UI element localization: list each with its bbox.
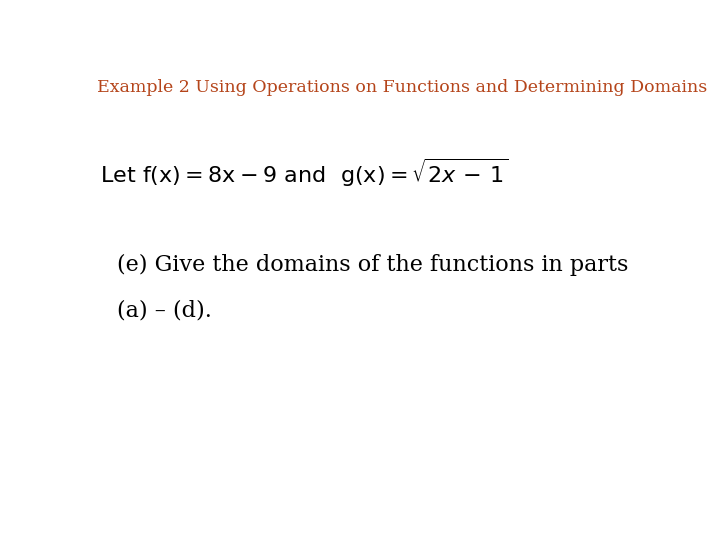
Text: (a) – (d).: (a) – (d). xyxy=(117,300,212,322)
Text: $\mathrm{Let\ f(x)} = \mathrm{8x - 9\ and\ \ g(x)} = \sqrt{2x\,-\,1}$: $\mathrm{Let\ f(x)} = \mathrm{8x - 9\ an… xyxy=(100,156,508,188)
Text: Example 2 Using Operations on Functions and Determining Domains: Example 2 Using Operations on Functions … xyxy=(96,79,707,96)
Text: (e) Give the domains of the functions in parts: (e) Give the domains of the functions in… xyxy=(117,254,628,276)
